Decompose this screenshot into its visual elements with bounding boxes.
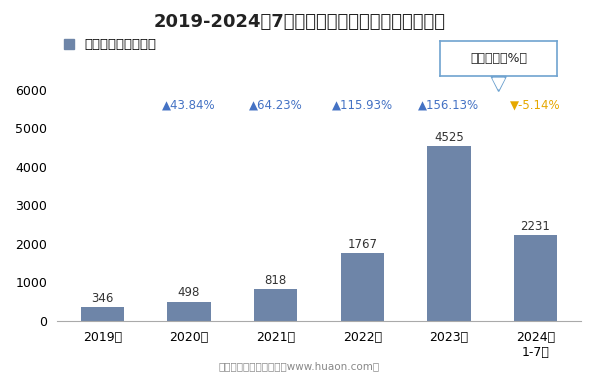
Text: 同比增速（%）: 同比增速（%） <box>470 52 527 65</box>
Text: 2019-2024年7月郑州商品交易所棉花期权成交量: 2019-2024年7月郑州商品交易所棉花期权成交量 <box>153 13 446 31</box>
Bar <box>341 253 384 321</box>
Text: ▲115.93%: ▲115.93% <box>332 98 393 112</box>
Text: 制图：华经产业研究院（www.huaon.com）: 制图：华经产业研究院（www.huaon.com） <box>219 361 380 371</box>
Text: 818: 818 <box>265 274 287 287</box>
Bar <box>427 146 471 321</box>
Bar <box>254 289 297 321</box>
Text: ▲156.13%: ▲156.13% <box>418 98 479 112</box>
Legend: 期权成交量（万手）: 期权成交量（万手） <box>63 38 156 51</box>
Text: ▲64.23%: ▲64.23% <box>249 98 302 112</box>
Text: ▼-5.14%: ▼-5.14% <box>510 98 561 112</box>
Text: 2231: 2231 <box>521 220 550 233</box>
Bar <box>514 235 557 321</box>
Text: 1767: 1767 <box>347 238 377 251</box>
Text: 498: 498 <box>178 286 200 300</box>
Bar <box>81 307 124 321</box>
Text: 4525: 4525 <box>434 131 464 144</box>
Text: ▲43.84%: ▲43.84% <box>162 98 216 112</box>
Text: 346: 346 <box>91 292 114 305</box>
Bar <box>167 302 211 321</box>
